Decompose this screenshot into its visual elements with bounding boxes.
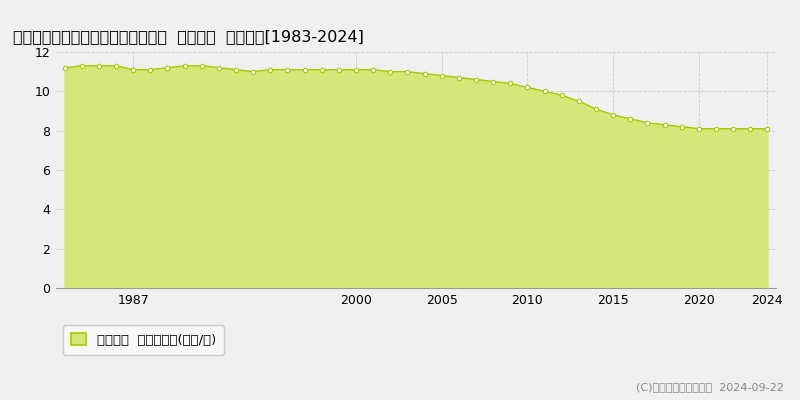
- Legend: 基準地価  平均坪単価(万円/坪): 基準地価 平均坪単価(万円/坪): [62, 325, 224, 354]
- Text: 宮崎県都城市下川東１丁目７号８番  基準地価  地価推移[1983-2024]: 宮崎県都城市下川東１丁目７号８番 基準地価 地価推移[1983-2024]: [13, 29, 364, 44]
- Text: (C)土地価格ドットコム  2024-09-22: (C)土地価格ドットコム 2024-09-22: [636, 382, 784, 392]
